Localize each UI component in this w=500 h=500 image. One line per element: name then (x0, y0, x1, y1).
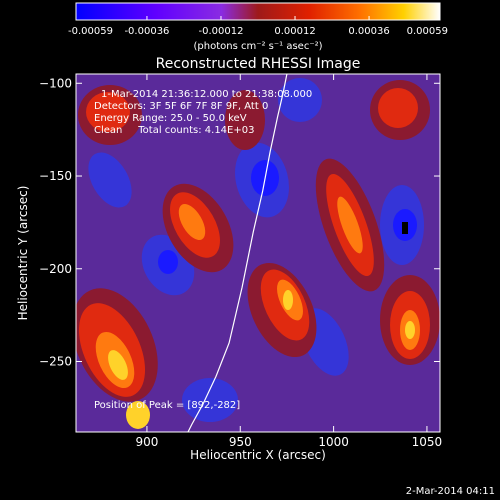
plot-frame (75, 73, 441, 433)
colorbar-tick-label: -0.00036 (124, 26, 169, 37)
x-axis-label: Heliocentric X (arcsec) (190, 448, 326, 462)
plot-area: 1-Mar-2014 21:36:12.000 to 21:38:08.000 … (39, 73, 442, 449)
y-tick-label: −150 (39, 169, 72, 183)
y-axis-ticks: −100 −150 −200 −250 (39, 76, 440, 369)
blue-lobe (182, 378, 238, 422)
annotation-time-range: 1-Mar-2014 21:36:12.000 to 21:38:08.000 (101, 89, 312, 100)
colorbar-tick-label: 0.00059 (407, 26, 448, 37)
annotation-peak-position: Position of Peak = [892,-282] (94, 400, 240, 411)
colorbar-gradient (75, 2, 441, 21)
heatmap-image (76, 74, 440, 432)
annotation-total-counts: Clean Total counts: 4.14E+03 (94, 125, 254, 136)
colorbar: -0.00059 -0.00036 -0.00012 0.00012 0.00036 0.… (68, 2, 448, 52)
x-tick-label: 900 (135, 435, 158, 449)
y-axis-label: Heliocentric Y (arcsec) (16, 186, 30, 321)
red-lobe (225, 90, 265, 150)
yellow-peak (405, 321, 415, 339)
colorbar-tick-label: 0.00012 (274, 26, 315, 37)
colorbar-ticks: -0.00059 -0.00036 -0.00012 0.00012 0.00036 0.… (68, 16, 448, 37)
x-tick-label: 1000 (318, 435, 349, 449)
yellow-peak (126, 401, 150, 429)
colorbar-tick-label: -0.00059 (68, 26, 113, 37)
annotation-energy-range: Energy Range: 25.0 - 50.0 keV (94, 113, 247, 124)
red-lobe (378, 88, 418, 128)
red-lobe (86, 92, 130, 132)
colorbar-unit-label: (photons cm⁻² s⁻¹ asec⁻²) (193, 41, 322, 52)
solar-limb-curve (187, 74, 288, 432)
x-axis-ticks: 900 950 1000 1050 (135, 74, 442, 449)
x-tick-label: 1050 (412, 435, 443, 449)
colorbar-tick-label: 0.00036 (348, 26, 389, 37)
y-tick-label: −100 (39, 76, 72, 90)
annotation-detectors: Detectors: 3F 5F 6F 7F 8F 9F, Att 0 (94, 101, 268, 112)
y-tick-label: −200 (39, 262, 72, 276)
dark-pixel (402, 222, 408, 234)
x-tick-label: 950 (229, 435, 252, 449)
yellow-peaks (108, 290, 415, 429)
yellow-peak (108, 350, 128, 380)
annotation-block: 1-Mar-2014 21:36:12.000 to 21:38:08.000 … (94, 89, 312, 411)
blue-lobe (88, 152, 132, 208)
chart-title: Reconstructed RHESSI Image (156, 56, 361, 72)
orange-core (178, 203, 206, 241)
y-tick-label: −250 (39, 355, 72, 369)
blue-core (158, 250, 178, 274)
colorbar-tick-label: -0.00012 (198, 26, 243, 37)
footer-date: 2-Mar-2014 04:11 (406, 486, 495, 497)
blue-lobe (278, 78, 322, 122)
yellow-peak (283, 290, 293, 310)
orange-core (337, 196, 363, 254)
